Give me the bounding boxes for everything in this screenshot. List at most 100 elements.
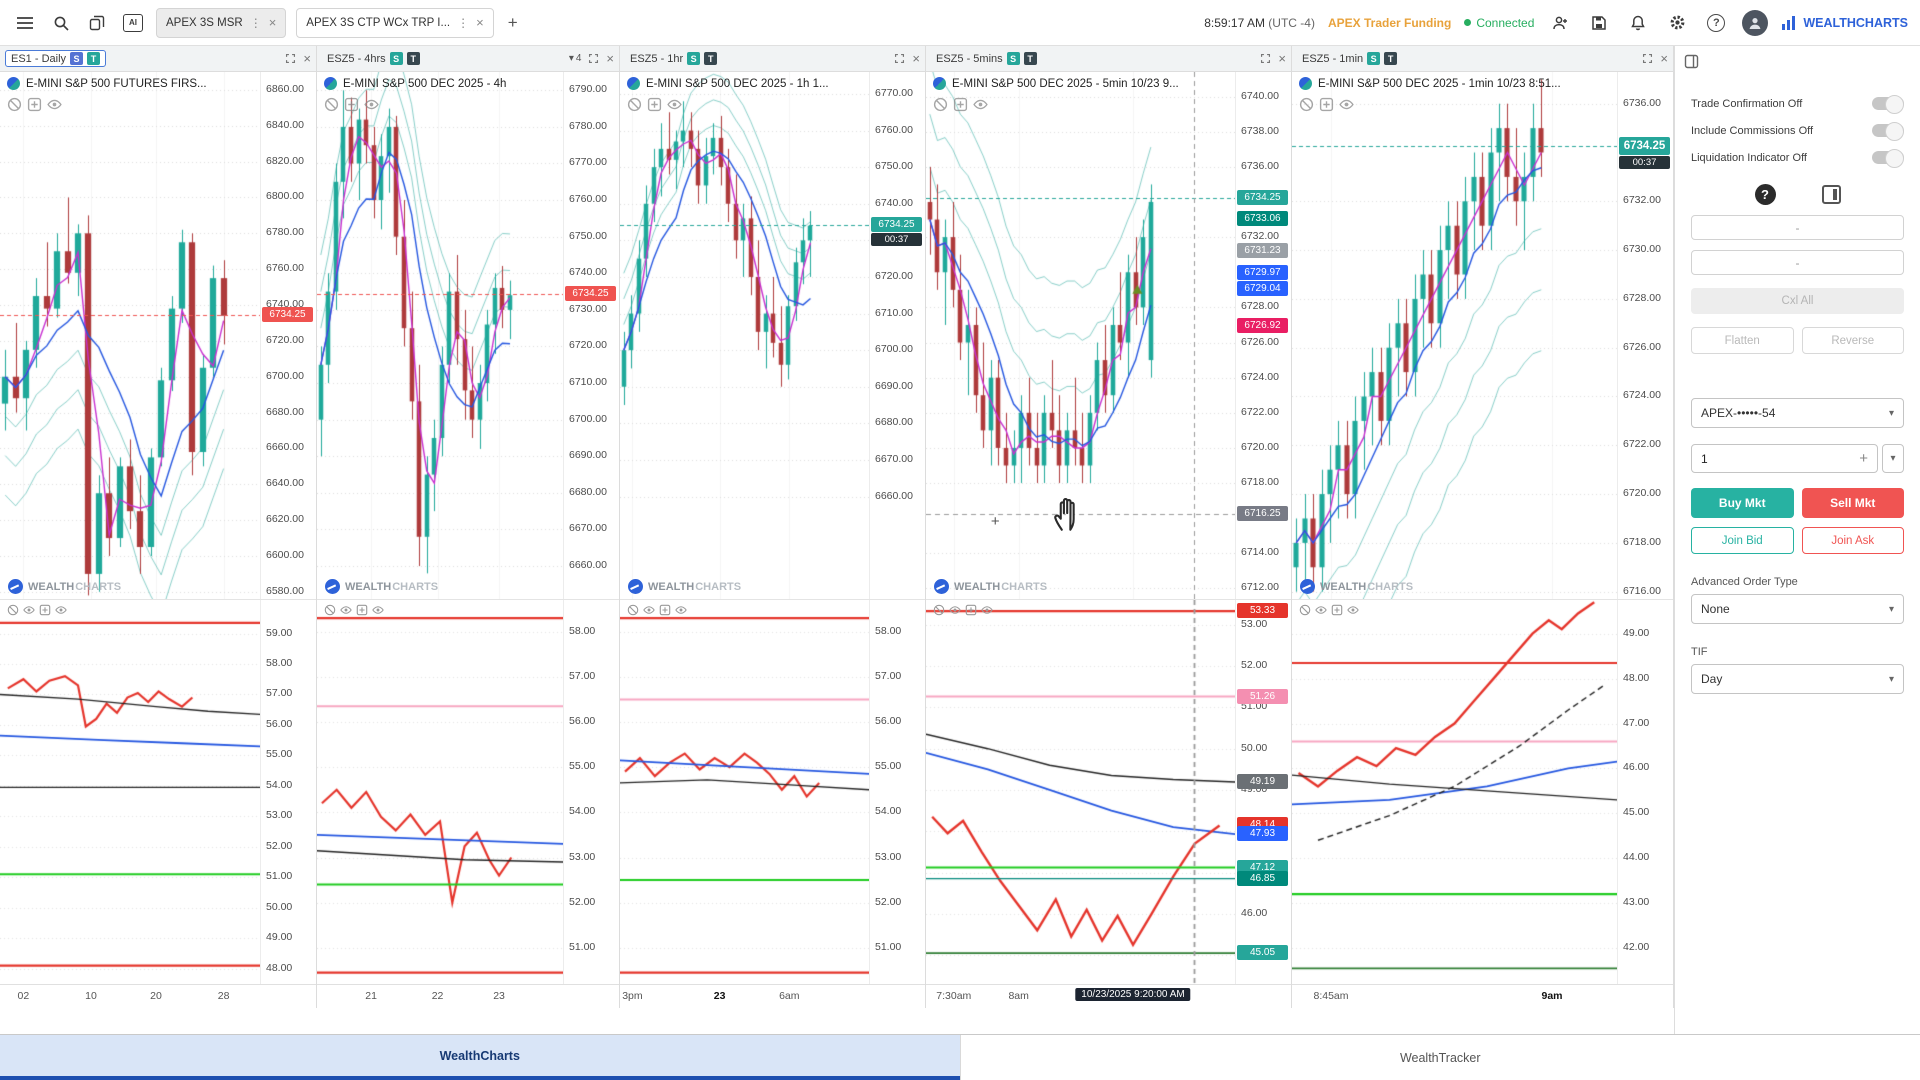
eye-icon[interactable] (949, 604, 961, 616)
quantity-input[interactable]: 1 + (1691, 444, 1878, 473)
trade-help-icon[interactable]: ? (1754, 184, 1776, 205)
panel-title-chip[interactable]: ES1 - Daily S T (5, 50, 107, 67)
price-axis[interactable]: 6770.006760.006750.006740.006730.006720.… (869, 72, 925, 599)
eye-icon[interactable] (675, 604, 687, 616)
sell-market-button[interactable]: Sell Mkt (1801, 488, 1904, 518)
maximize-icon[interactable] (588, 53, 599, 64)
eye-icon[interactable] (47, 97, 62, 112)
community-icon[interactable] (1547, 10, 1573, 36)
hide-indicator-icon[interactable] (627, 604, 639, 616)
cancel-all-button[interactable]: Cxl All (1691, 288, 1904, 314)
tif-select[interactable]: Day ▾ (1691, 664, 1904, 694)
indicator-canvas[interactable] (620, 600, 869, 984)
indicator-axis[interactable]: 58.00 57.00 56.00 55.00 54.00 53.00 52.00 51.00 (563, 600, 619, 984)
panel-title-chip[interactable]: ESZ5 - 4hrs S T (322, 51, 425, 66)
strategy-badge[interactable]: S (389, 52, 403, 65)
add-indicator-icon[interactable] (1331, 604, 1343, 616)
trade-badge[interactable]: T (1023, 52, 1037, 65)
maximize-icon[interactable] (285, 53, 296, 64)
tab-wealthcharts[interactable]: WealthCharts (0, 1035, 960, 1080)
indicator-canvas[interactable] (317, 600, 563, 984)
maximize-icon[interactable] (1260, 53, 1271, 64)
buy-market-button[interactable]: Buy Mkt (1691, 488, 1794, 518)
eye-icon[interactable] (973, 97, 988, 112)
eye-icon[interactable] (372, 604, 384, 616)
price-chart-canvas[interactable] (0, 72, 260, 599)
eye-icon[interactable] (667, 97, 682, 112)
indicator-axis[interactable]: 58.00 57.00 56.00 55.00 54.00 53.00 52.00 51.00 (869, 600, 925, 984)
tab-menu-icon[interactable]: ⋮ (249, 15, 262, 30)
join-bid-button[interactable]: Join Bid (1691, 527, 1794, 554)
eye-icon[interactable] (643, 604, 655, 616)
hide-drawings-icon[interactable] (7, 97, 22, 112)
notifications-bell-icon[interactable] (1625, 10, 1651, 36)
close-icon[interactable]: × (912, 51, 920, 66)
eye-icon[interactable] (1315, 604, 1327, 616)
price-axis[interactable]: 6740.00 6738.00 6736.00 6732.00 6728.00 6726.… (1235, 72, 1291, 599)
reverse-button[interactable]: Reverse (1801, 327, 1904, 354)
price-chart-canvas[interactable] (317, 72, 563, 599)
eye-icon[interactable] (981, 604, 993, 616)
panel-title-chip[interactable]: ESZ5 - 5mins S T (931, 51, 1042, 66)
liquidation-indicator-toggle[interactable] (1872, 148, 1904, 168)
add-workspace-tab-button[interactable]: + (507, 12, 518, 32)
join-ask-button[interactable]: Join Ask (1801, 527, 1904, 554)
quantity-preset-dropdown[interactable]: ▾ (1882, 444, 1904, 473)
add-indicator-icon[interactable] (27, 97, 42, 112)
eye-icon[interactable] (364, 97, 379, 112)
panel-title-chip[interactable]: ESZ5 - 1hr S T (625, 51, 722, 66)
trade-badge[interactable]: T (704, 52, 718, 65)
close-icon[interactable]: × (606, 51, 614, 66)
strategy-badge[interactable]: S (1367, 52, 1381, 65)
time-axis[interactable]: 02 10 20 28 (0, 985, 316, 1008)
eye-icon[interactable] (55, 604, 67, 616)
settings-gear-icon[interactable] (1664, 10, 1690, 36)
price-axis[interactable]: 6790.00 6780.00 6770.00 6760.00 6750.00 6740.… (563, 72, 619, 599)
add-indicator-icon[interactable] (953, 97, 968, 112)
trade-badge[interactable]: T (87, 52, 101, 65)
add-indicator-icon[interactable] (659, 604, 671, 616)
price-chart-canvas[interactable] (620, 72, 869, 599)
trade-confirmation-toggle[interactable] (1872, 94, 1904, 114)
strategy-badge[interactable]: S (1006, 52, 1020, 65)
tab-wealthtracker[interactable]: WealthTracker (959, 1035, 1920, 1080)
user-avatar[interactable] (1742, 9, 1769, 36)
menu-icon[interactable] (12, 10, 38, 36)
indicator-canvas[interactable] (926, 600, 1235, 984)
funding-provider-label[interactable]: APEX Trader Funding (1327, 15, 1452, 30)
time-axis[interactable]: 8:45am 9am (1292, 985, 1673, 1008)
indicator-axis[interactable]: 53.0052.0051.0050.0049.0048.0047.0046.00… (1235, 600, 1291, 984)
interval-dropdown[interactable]: ▾ 4 (568, 53, 582, 64)
hide-drawings-icon[interactable] (1299, 97, 1314, 112)
tab-menu-icon[interactable]: ⋮ (457, 15, 470, 30)
copy-icon[interactable] (84, 10, 110, 36)
close-icon[interactable]: × (1278, 51, 1286, 66)
indicator-axis[interactable]: 59.00 58.00 57.00 56.00 55.00 54.00 53.00 52.00… (260, 600, 316, 984)
time-axis[interactable]: 3pm 23 6am (620, 985, 925, 1008)
trade-field-1[interactable]: - (1691, 215, 1904, 240)
connection-status[interactable]: Connected (1464, 16, 1534, 30)
hide-indicator-icon[interactable] (324, 604, 336, 616)
expand-panel-icon[interactable] (1684, 54, 1699, 69)
time-axis[interactable]: 7:30am 8am 10/23/2025 9:20:00 AM (926, 985, 1291, 1008)
quantity-increase-icon[interactable]: + (1859, 450, 1868, 467)
tab-close-icon[interactable]: × (268, 15, 277, 30)
add-indicator-icon[interactable] (1319, 97, 1334, 112)
maximize-icon[interactable] (1642, 53, 1653, 64)
trade-badge[interactable]: T (406, 52, 420, 65)
close-icon[interactable]: × (303, 51, 311, 66)
add-indicator-icon[interactable] (356, 604, 368, 616)
panel-title-chip[interactable]: ESZ5 - 1min S T (1297, 51, 1402, 66)
time-axis[interactable]: 21 22 23 (317, 985, 619, 1008)
indicator-axis[interactable]: 49.00 48.00 47.00 46.00 45.00 44.00 43.00 42.00 (1617, 600, 1673, 984)
advanced-order-type-select[interactable]: None ▾ (1691, 594, 1904, 624)
search-icon[interactable] (48, 10, 74, 36)
add-indicator-icon[interactable] (647, 97, 662, 112)
hide-indicator-icon[interactable] (933, 604, 945, 616)
close-icon[interactable]: × (1660, 51, 1668, 66)
price-axis[interactable]: 6736.00 6732.00 6730.00 6728.00 6726.00 6724.… (1617, 72, 1673, 599)
account-select[interactable]: APEX-•••••-54 ▾ (1691, 398, 1904, 428)
include-commissions-toggle[interactable] (1872, 121, 1904, 141)
flatten-button[interactable]: Flatten (1691, 327, 1794, 354)
indicator-canvas[interactable] (0, 600, 260, 984)
